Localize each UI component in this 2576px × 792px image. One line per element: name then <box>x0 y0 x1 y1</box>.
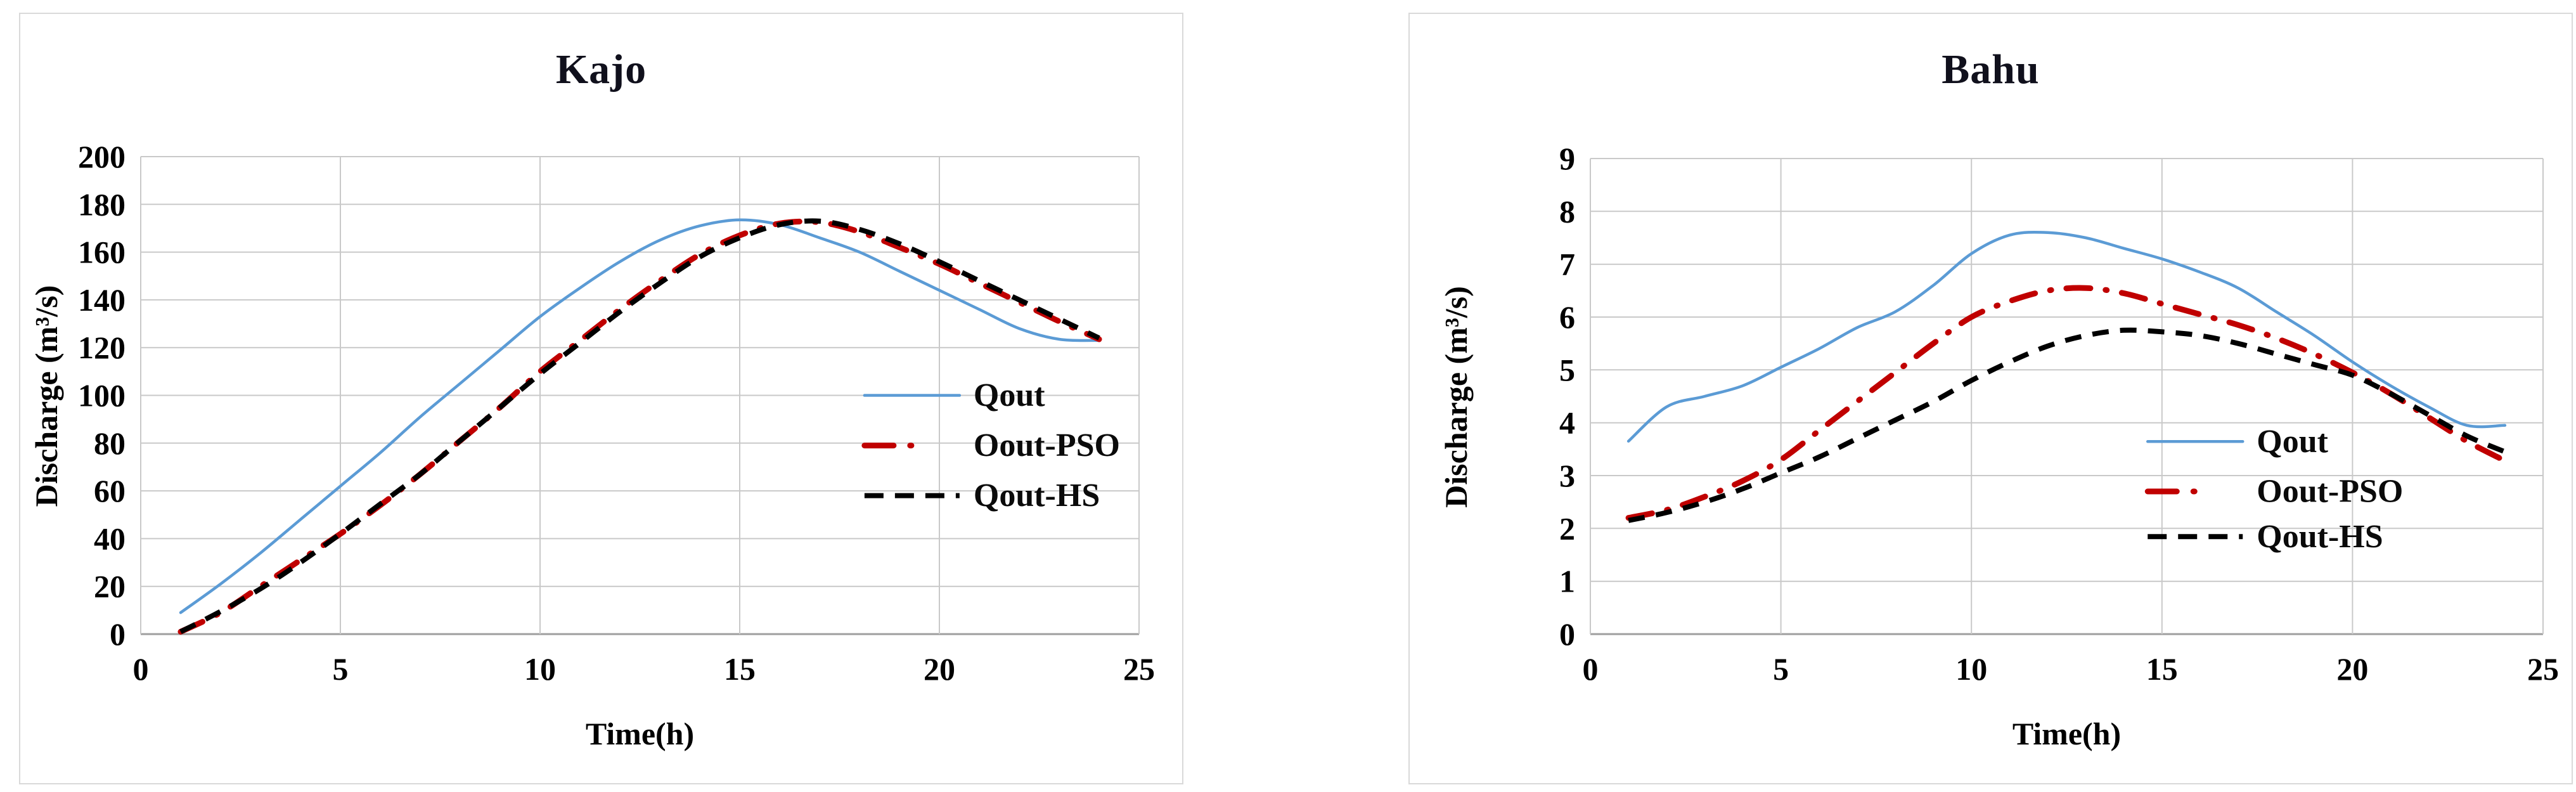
x-tick-label: 0 <box>133 651 149 687</box>
x-tick-label: 25 <box>1123 651 1155 687</box>
y-tick-label: 2 <box>1559 510 1575 546</box>
x-tick-label: 20 <box>924 651 955 687</box>
kajo-y-axis-label: Discharge (m³/s) <box>29 285 64 507</box>
plot-group: 0 1 2 3 4 5 6 7 8 9 0 5 10 15 20 25 Qout Oout-PSO Qout-HS <box>1559 141 2559 687</box>
x-tick-label: 25 <box>2527 651 2559 687</box>
kajo-plot-area: 0 20 40 60 80 100 120 140 160 180 200 0 5 10 15 20 25 Qou… <box>78 139 1155 687</box>
legend-label-qout: Qout <box>974 377 1045 413</box>
legend-label-qout-hs: Qout-HS <box>974 477 1100 514</box>
y-tick-label: 0 <box>1559 616 1575 652</box>
plot-group: 0 20 40 60 80 100 120 140 160 180 200 0 5 10 15 20 25 Qou… <box>78 139 1155 687</box>
bahu-y-axis-label: Discharge (m³/s) <box>1438 286 1474 508</box>
y-tick-label: 140 <box>78 282 126 318</box>
y-tick-label: 40 <box>94 521 126 556</box>
y-tick-label: 60 <box>94 473 126 509</box>
y-tick-label: 3 <box>1559 458 1575 493</box>
y-tick-label: 200 <box>78 139 126 174</box>
bahu-chart-title: Bahu <box>1942 46 2040 93</box>
bahu-plot-area: 0 1 2 3 4 5 6 7 8 9 0 5 10 15 20 25 Qout Oout-PSO Qout-HS <box>1559 141 2559 687</box>
x-tick-label: 15 <box>724 651 756 687</box>
chart-panel-kajo: 0 20 40 60 80 100 120 140 160 180 200 0 5 10 15 20 25 Qou… <box>19 13 1183 784</box>
x-tick-label: 10 <box>1955 651 1987 687</box>
y-tick-label: 20 <box>94 569 126 604</box>
series-line-oout-pso <box>177 218 1102 635</box>
y-tick-label: 0 <box>110 616 126 652</box>
series-line-qout <box>179 218 1101 614</box>
y-tick-label: 8 <box>1559 193 1575 229</box>
y-tick-label: 6 <box>1559 299 1575 335</box>
bahu-x-axis-label: Time(h) <box>2012 716 2122 751</box>
y-tick-label: 180 <box>78 186 126 222</box>
x-tick-label: 5 <box>1773 651 1789 687</box>
chart-panel-bahu: 0 1 2 3 4 5 6 7 8 9 0 5 10 15 20 25 Qout Oout-PSO Qout-HS … <box>1408 13 2573 784</box>
x-tick-label: 5 <box>333 651 349 687</box>
legend-label-qout: Qout <box>2257 424 2328 460</box>
series-line-qout-hs <box>179 218 1100 634</box>
y-tick-label: 5 <box>1559 352 1575 387</box>
y-tick-label: 4 <box>1559 405 1575 441</box>
series-line-qout <box>1626 230 2507 443</box>
legend-label-oout-pso: Oout-PSO <box>2257 474 2403 510</box>
x-tick-label: 10 <box>524 651 556 687</box>
y-tick-label: 7 <box>1559 247 1575 282</box>
kajo-chart-title: Kajo <box>555 46 647 93</box>
y-tick-label: 1 <box>1559 564 1575 599</box>
x-tick-label: 0 <box>1583 651 1599 687</box>
y-tick-label: 80 <box>94 425 126 461</box>
y-tick-label: 120 <box>78 330 126 365</box>
legend-label-qout-hs: Qout-HS <box>2257 519 2383 555</box>
legend-label-oout-pso: Oout-PSO <box>974 427 1120 464</box>
kajo-x-axis-label: Time(h) <box>585 716 695 751</box>
y-tick-label: 100 <box>78 378 126 413</box>
x-tick-label: 15 <box>2146 651 2178 687</box>
y-tick-label: 160 <box>78 235 126 270</box>
y-tick-label: 9 <box>1559 141 1575 176</box>
x-tick-label: 20 <box>2336 651 2368 687</box>
